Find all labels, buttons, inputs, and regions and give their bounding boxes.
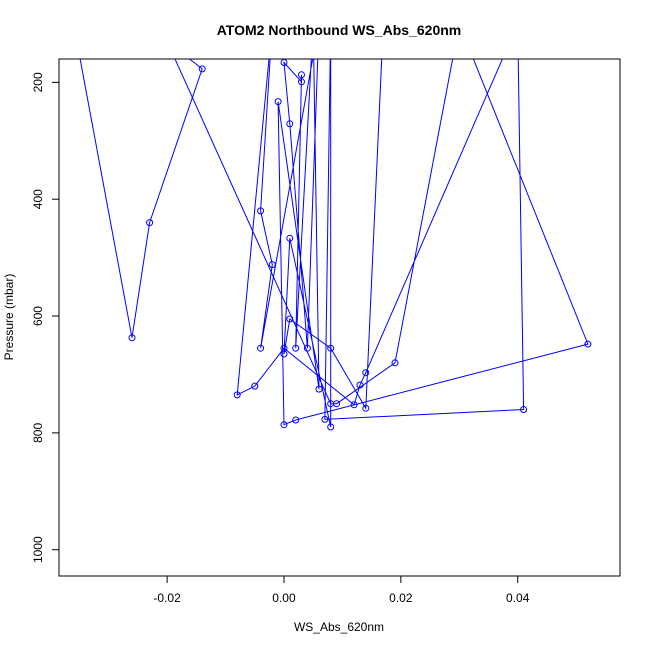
data-point xyxy=(257,207,265,215)
data-point xyxy=(321,415,329,423)
data-point xyxy=(71,21,77,27)
data-point xyxy=(286,234,294,242)
data-point xyxy=(356,381,364,389)
y-tick-label: 1000 xyxy=(31,536,45,563)
data-point xyxy=(280,421,288,429)
data-point xyxy=(333,400,341,408)
y-tick-label: 600 xyxy=(31,306,45,326)
data-point xyxy=(274,98,282,106)
data-point xyxy=(350,401,358,409)
data-point xyxy=(251,382,259,390)
x-axis-label: WS_Abs_620nm xyxy=(294,620,384,634)
data-point xyxy=(286,120,294,128)
data-point xyxy=(128,334,136,342)
data-point xyxy=(292,344,300,352)
data-point xyxy=(303,344,311,352)
data-point xyxy=(164,39,170,45)
data-point xyxy=(280,59,288,66)
x-tick-label: 0.04 xyxy=(506,591,530,605)
data-point xyxy=(257,344,265,352)
data-point xyxy=(198,65,206,73)
data-point xyxy=(315,385,323,393)
y-tick-label: 400 xyxy=(31,189,45,209)
data-point xyxy=(298,78,305,86)
data-point xyxy=(233,391,241,399)
data-point xyxy=(280,350,288,358)
data-point xyxy=(286,315,294,323)
data-point xyxy=(520,406,528,413)
y-tick-label: 200 xyxy=(31,72,45,92)
data-point xyxy=(327,423,335,431)
x-tick-label: 0.00 xyxy=(272,591,296,605)
y-tick-label: 800 xyxy=(31,423,45,443)
plot-frame xyxy=(58,58,621,577)
data-point xyxy=(584,340,592,348)
data-point xyxy=(515,21,521,27)
data-point xyxy=(362,404,370,412)
chart-title: ATOM2 Northbound WS_Abs_620nm xyxy=(217,22,462,38)
data-point xyxy=(292,416,300,424)
y-axis-label: Pressure (mbar) xyxy=(2,274,16,361)
data-point xyxy=(146,219,154,227)
series-layer xyxy=(71,21,592,431)
data-point xyxy=(362,369,370,377)
y-axis: 200 400 600 800 1000 xyxy=(31,72,59,563)
data-point xyxy=(391,359,399,367)
data-point xyxy=(327,344,335,352)
data-point xyxy=(298,71,305,79)
x-axis: -0.02 0.00 0.02 0.04 xyxy=(153,576,530,605)
x-tick-label: -0.02 xyxy=(153,591,181,605)
x-tick-label: 0.02 xyxy=(389,591,413,605)
data-point xyxy=(268,261,276,269)
series-line xyxy=(79,59,589,428)
